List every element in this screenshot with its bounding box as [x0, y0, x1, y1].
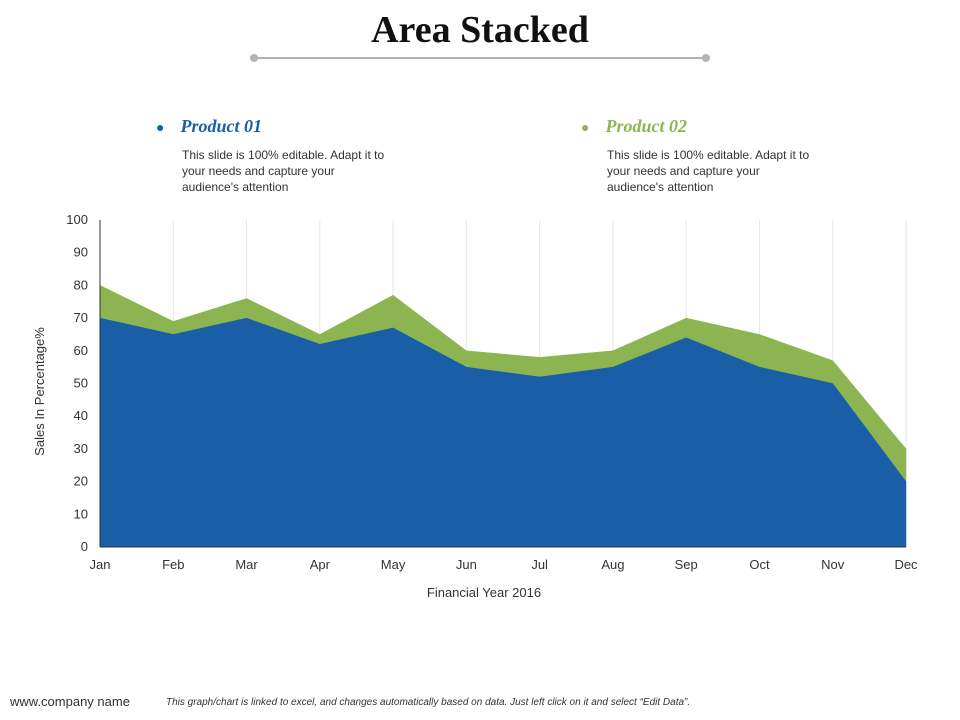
- x-tick-label: Aug: [601, 557, 624, 572]
- x-tick-label: Sep: [675, 557, 698, 572]
- x-axis-title: Financial Year 2016: [427, 585, 541, 600]
- y-tick-label: 20: [74, 474, 88, 489]
- x-tick-label: Feb: [162, 557, 184, 572]
- x-tick-label: Dec: [894, 557, 918, 572]
- x-tick-label: Jul: [531, 557, 548, 572]
- y-tick-label: 40: [74, 408, 88, 423]
- bullet-icon: ●: [156, 118, 165, 135]
- bullet-icon: ●: [581, 118, 590, 135]
- legend-product-02-description: This slide is 100% editable. Adapt it to…: [607, 148, 810, 194]
- x-tick-label: Mar: [235, 557, 258, 572]
- y-tick-label: 10: [74, 506, 88, 521]
- axes: [99, 220, 906, 548]
- legend-product-02-name: Product 02: [605, 116, 687, 136]
- y-axis-title: Sales In Percentage%: [32, 327, 47, 456]
- legend-product-01-description: This slide is 100% editable. Adapt it to…: [182, 148, 385, 194]
- legend-product-01: ● Product 01 This slide is 100% editable…: [156, 116, 387, 195]
- area-series: [99, 284, 907, 548]
- x-tick-label: May: [381, 557, 406, 572]
- y-tick-label: 0: [81, 539, 88, 554]
- y-tick-label: 60: [74, 343, 88, 358]
- y-tick-label: 70: [74, 310, 88, 325]
- title-divider: [250, 54, 710, 62]
- x-tick-label: Oct: [749, 557, 770, 572]
- x-tick-labels: Jan Feb Mar Apr May Jun Jul Aug Sep Oct Nov Dec: [90, 557, 919, 572]
- y-tick-label: 80: [74, 277, 88, 292]
- y-tick-label: 30: [74, 441, 88, 456]
- y-tick-label: 100: [66, 212, 88, 227]
- slide-title: Area Stacked: [371, 9, 589, 51]
- x-tick-label: Apr: [310, 557, 331, 572]
- legend-product-01-name: Product 01: [180, 116, 262, 136]
- legend-product-02: ● Product 02 This slide is 100% editable…: [581, 116, 812, 195]
- footer-company: www.company name: [10, 694, 130, 709]
- x-tick-label: Jun: [456, 557, 477, 572]
- y-tick-label: 50: [74, 376, 88, 391]
- divider-dot-left: [250, 54, 258, 62]
- footer-note: This graph/chart is linked to excel, and…: [166, 697, 691, 708]
- x-tick-label: Jan: [90, 557, 111, 572]
- y-tick-labels: 0 10 20 30 40 50 60 70 80 90 100: [66, 212, 88, 554]
- y-tick-label: 90: [74, 245, 88, 260]
- divider-dot-right: [702, 54, 710, 62]
- x-tick-label: Nov: [821, 557, 845, 572]
- area-stacked-chart: 0 10 20 30 40 50 60 70 80 90 100 Jan Feb Mar Apr May Ju…: [32, 212, 919, 600]
